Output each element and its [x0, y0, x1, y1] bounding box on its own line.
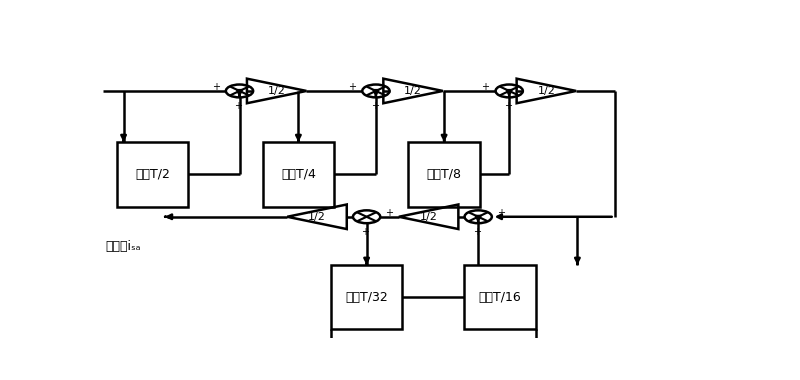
Bar [464, 265, 535, 329]
Text: 1/2: 1/2 [308, 212, 326, 222]
Text: 延时T/16: 延时T/16 [478, 291, 522, 304]
Text: +: + [348, 82, 356, 92]
Text: +: + [497, 208, 505, 218]
Text: 延时T/32: 延时T/32 [346, 291, 388, 304]
Text: +: + [234, 101, 242, 111]
Text: 1/2: 1/2 [538, 86, 555, 96]
Text: 1/2: 1/2 [420, 212, 438, 222]
Bar [331, 265, 402, 329]
Text: 偏移量iₛₐ: 偏移量iₛₐ [105, 239, 141, 253]
Text: +: + [482, 82, 490, 92]
Text: 延时T/2: 延时T/2 [135, 168, 170, 181]
Text: +: + [473, 227, 481, 237]
Text: 延时T/8: 延时T/8 [426, 168, 462, 181]
Text: +: + [386, 208, 394, 218]
Text: 延时T/4: 延时T/4 [281, 168, 316, 181]
Text: +: + [370, 101, 378, 111]
Text: +: + [362, 227, 370, 237]
Bar [117, 142, 188, 206]
Text: +: + [212, 82, 220, 92]
Bar [262, 142, 334, 206]
Bar [409, 142, 480, 206]
Text: 1/2: 1/2 [404, 86, 422, 96]
Text: +: + [504, 101, 512, 111]
Text: 1/2: 1/2 [268, 86, 286, 96]
